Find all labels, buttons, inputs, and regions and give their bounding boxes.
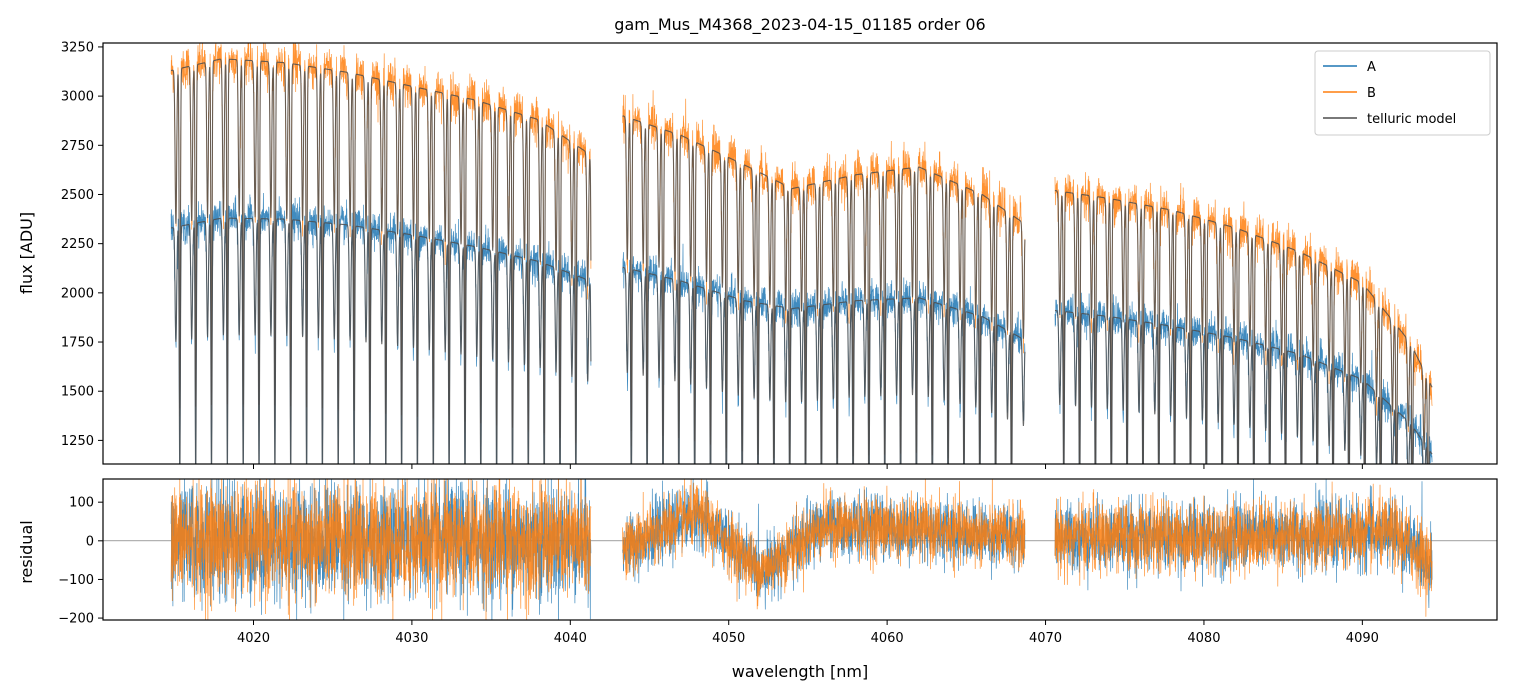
flux-y-tick-label: 2000 (61, 286, 94, 301)
legend-label-a: A (1367, 60, 1376, 75)
residual-y-tick-label: 100 (69, 496, 94, 511)
series-b-line-seg2 (1054, 172, 1433, 464)
chart-title: gam_Mus_M4368_2023-04-15_01185 order 06 (614, 15, 985, 35)
x-axis-label: wavelength [nm] (732, 662, 869, 681)
telluric-model-line-seg1-1 (622, 266, 1026, 464)
flux-y-tick-label: 2250 (61, 237, 94, 252)
legend: A B telluric model (1314, 50, 1491, 136)
residual-x-tick-label: 4040 (554, 631, 587, 646)
flux-y-tick-label: 1750 (61, 336, 94, 351)
legend-label-b: B (1367, 86, 1376, 101)
residual-x-tick-label: 4050 (712, 631, 745, 646)
residual-b-line-seg0 (170, 479, 592, 620)
flux-y-tick-label: 3000 (61, 90, 94, 105)
residual-x-tick-label: 4020 (237, 631, 270, 646)
residual-x-tick-label: 4090 (1346, 631, 1379, 646)
flux-axes-frame (102, 42, 1498, 465)
residual-y-tick-label: 0 (86, 534, 94, 549)
residual-panel: −200 −100 0 100 4020 4030 4040 4050 4060 4070 408… (17, 478, 1498, 681)
residual-y-axis-label: residual (17, 520, 36, 583)
flux-y-tick-label: 3250 (61, 40, 94, 55)
telluric-model-line-seg0-0 (171, 58, 592, 443)
telluric-model-line-seg2-1 (1055, 310, 1433, 464)
residual-x-tick-label: 4030 (395, 631, 428, 646)
residual-b-line-seg1 (622, 479, 1026, 610)
telluric-model-line-seg1-0 (622, 115, 1026, 464)
residual-x-tick-label: 4060 (871, 631, 904, 646)
residual-y-ticks: −200 −100 0 100 (58, 496, 103, 627)
residual-plot-area (103, 479, 1497, 620)
telluric-model-line-seg0-1 (171, 217, 592, 464)
legend-box (1314, 50, 1491, 136)
flux-y-ticks: 1250 1500 1750 2000 2250 2500 2750 3000 3250 (61, 40, 103, 449)
residual-y-tick-label: −200 (58, 612, 94, 627)
residual-x-tick-label: 4080 (1187, 631, 1220, 646)
residual-x-ticks: 4020 4030 4040 4050 4060 4070 4080 4090 (237, 620, 1379, 646)
residual-x-tick-label: 4070 (1029, 631, 1062, 646)
flux-y-tick-label: 1250 (61, 434, 94, 449)
residual-axes-frame (102, 478, 1498, 621)
residual-y-tick-label: −100 (58, 573, 94, 588)
residual-b-line-seg2 (1054, 481, 1433, 617)
flux-x-ticks (252, 464, 1363, 469)
flux-plot-area (170, 43, 1433, 464)
flux-y-axis-label: flux [ADU] (17, 212, 36, 294)
telluric-model-line-seg2-0 (1054, 190, 1433, 464)
flux-y-tick-label: 1500 (61, 385, 94, 400)
flux-y-tick-label: 2500 (61, 188, 94, 203)
flux-panel: 1250 1500 1750 2000 2250 2500 2750 3000 3250 flu… (17, 40, 1498, 469)
legend-label-telluric: telluric model (1367, 112, 1456, 127)
flux-y-tick-label: 2750 (61, 139, 94, 154)
